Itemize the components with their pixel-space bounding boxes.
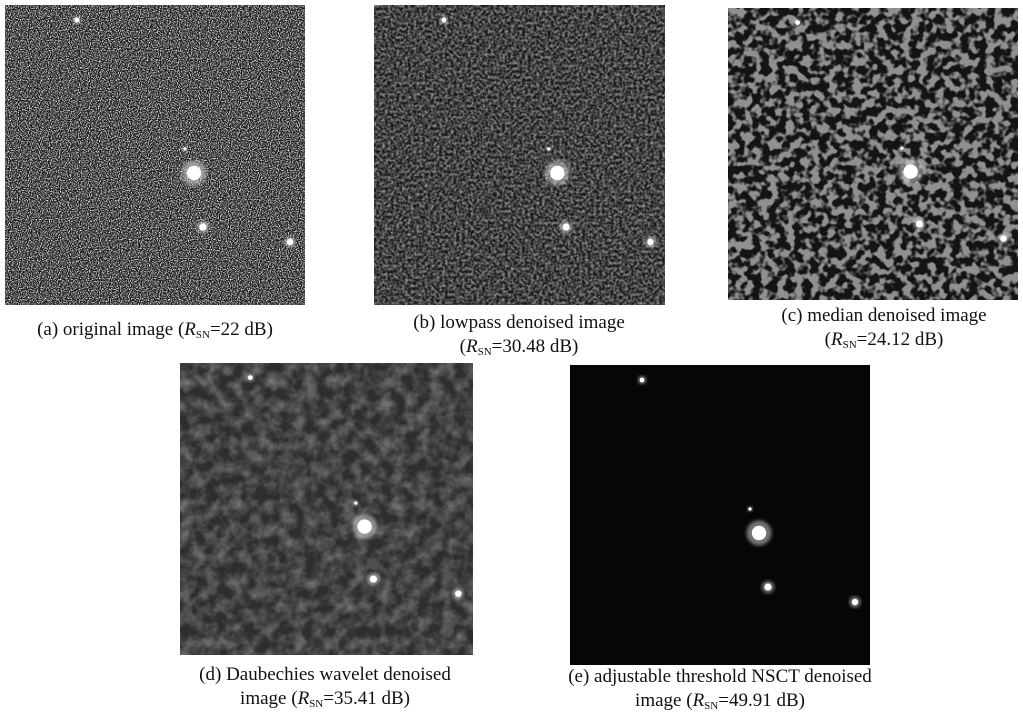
symbol: R [297, 688, 310, 709]
panel-image [180, 363, 473, 655]
image-detail [441, 17, 447, 23]
symbol: R [692, 690, 705, 711]
panel-image [570, 365, 870, 665]
symbol: R [184, 319, 196, 340]
panel-image [5, 5, 305, 305]
image-detail [354, 501, 358, 505]
subscript: SN [842, 339, 857, 351]
caption-text: (e) adjustable threshold NSCT denoised [568, 666, 872, 687]
caption-text: (c) median denoised image [781, 305, 987, 326]
image-detail [180, 363, 473, 655]
caption: (b) lowpass denoised image (RSN=30.48 dB… [413, 311, 625, 364]
image-detail [550, 165, 565, 181]
image-detail [900, 146, 904, 150]
image-detail [903, 164, 918, 179]
caption-value: =30.48 dB) [491, 336, 579, 357]
caption-text: (a) original image [37, 319, 174, 340]
image-detail [183, 147, 187, 151]
image-detail [748, 507, 752, 511]
image-detail [915, 220, 923, 228]
caption-text: (d) Daubechies wavelet denoised [199, 664, 451, 685]
symbol: R [830, 329, 843, 350]
caption-prefix: ( [824, 329, 831, 350]
subscript: SN [704, 700, 719, 712]
subscript: SN [195, 329, 210, 341]
image-detail [1000, 235, 1007, 242]
image-detail [199, 223, 207, 231]
caption-value: =22 dB) [209, 319, 273, 340]
caption-text: (b) lowpass denoised image [413, 312, 625, 333]
image-detail [74, 17, 80, 23]
image-detail [751, 525, 767, 541]
subscript: SN [477, 346, 492, 358]
image-detail [374, 5, 665, 305]
panel-image [728, 8, 1018, 300]
symbol: R [465, 336, 478, 357]
image-detail [647, 238, 654, 246]
caption: (c) median denoised image (RSN=24.12 dB) [781, 304, 986, 357]
image-detail [728, 8, 1018, 300]
caption-value: =24.12 dB) [856, 329, 944, 350]
image-detail [5, 5, 305, 305]
caption: (d) Daubechies wavelet denoised image (R… [199, 663, 451, 716]
image-detail [357, 519, 372, 534]
caption: (a) original image (RSN=22 dB) [37, 318, 273, 347]
caption-value: =49.91 dB) [718, 690, 805, 711]
caption: (e) adjustable threshold NSCT denoised i… [568, 665, 872, 718]
subscript: SN [309, 698, 324, 710]
panel-image [374, 5, 665, 305]
image-detail [795, 20, 800, 25]
image-detail [547, 147, 551, 151]
image-detail [562, 223, 570, 231]
caption-value: =35.41 dB) [323, 688, 410, 709]
image-detail [286, 238, 294, 246]
image-detail [369, 575, 377, 583]
image-detail [186, 165, 202, 181]
caption-prefix: ( [177, 319, 185, 340]
image-detail [247, 375, 253, 380]
image-detail [851, 598, 859, 606]
image-detail [570, 365, 870, 665]
image-detail [639, 377, 645, 383]
image-detail [455, 590, 462, 597]
caption-prefix: image ( [240, 688, 298, 709]
caption-prefix: ( [459, 336, 466, 357]
image-detail [764, 583, 772, 591]
caption-prefix: image ( [635, 690, 693, 711]
